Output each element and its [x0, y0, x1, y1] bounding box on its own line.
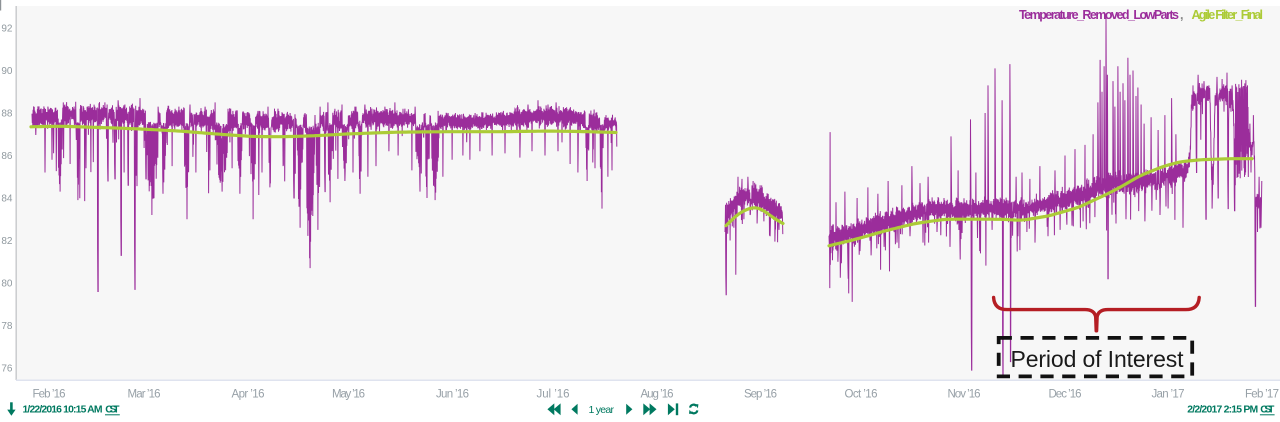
svg-text:84: 84 [1, 194, 13, 205]
svg-text:CST: CST [105, 404, 120, 415]
svg-text:Nov ’16: Nov ’16 [948, 389, 981, 401]
svg-text:Jul ’16: Jul ’16 [537, 389, 570, 401]
svg-text:2/2/2017 2:15 PM: 2/2/2017 2:15 PM [1187, 404, 1258, 415]
svg-text:Jun ’16: Jun ’16 [436, 389, 469, 401]
svg-text:Sep ’16: Sep ’16 [744, 389, 777, 401]
svg-text:86: 86 [1, 151, 13, 162]
svg-text:Agile Filter_Final: Agile Filter_Final [1192, 8, 1264, 22]
svg-text:CST: CST [1260, 404, 1275, 415]
svg-text:Mar ’16: Mar ’16 [128, 389, 161, 401]
svg-text:78: 78 [1, 321, 13, 332]
svg-text:76: 76 [1, 364, 13, 375]
svg-text:Dec ’16: Dec ’16 [1049, 389, 1082, 401]
svg-text:May ’16: May ’16 [332, 389, 365, 401]
svg-text:90: 90 [1, 66, 13, 77]
svg-text:Oct ’16: Oct ’16 [845, 389, 878, 401]
svg-text:92: 92 [1, 24, 13, 35]
svg-text:1/22/2016 10:15 AM: 1/22/2016 10:15 AM [23, 404, 103, 415]
svg-text:88: 88 [1, 109, 13, 120]
svg-text:82: 82 [1, 236, 13, 247]
svg-text:,: , [1180, 8, 1183, 22]
svg-text:Apr ’16: Apr ’16 [232, 389, 265, 401]
svg-text:Temperature_Removed_LowParts: Temperature_Removed_LowParts [1019, 8, 1179, 22]
svg-text:Feb ’16: Feb ’16 [33, 389, 66, 401]
svg-text:Jan ’17: Jan ’17 [1152, 389, 1185, 401]
svg-text:Feb ’17: Feb ’17 [1245, 389, 1279, 401]
svg-text:1 year: 1 year [589, 404, 615, 416]
svg-text:Period of Interest: Period of Interest [1011, 346, 1185, 372]
svg-text:80: 80 [1, 279, 13, 290]
svg-text:Aug ’16: Aug ’16 [641, 389, 674, 401]
